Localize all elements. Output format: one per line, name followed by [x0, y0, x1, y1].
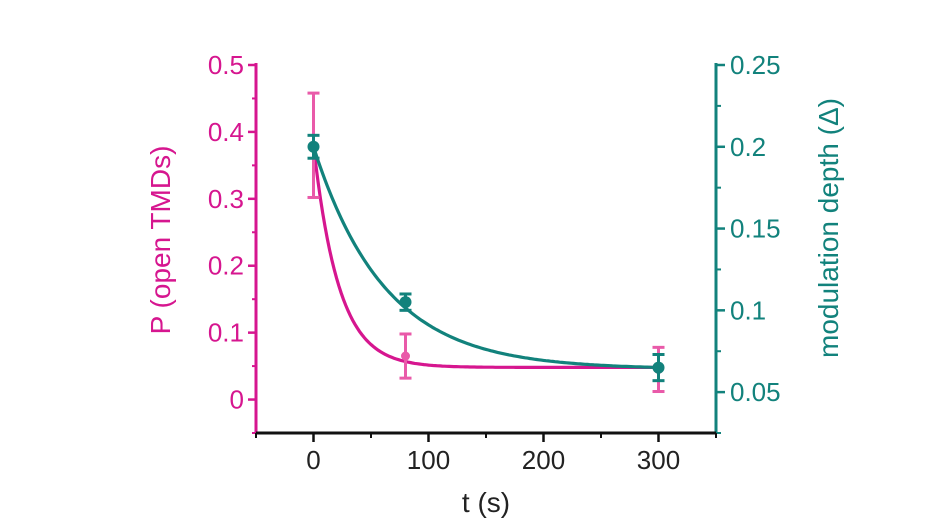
y-left-tick-label: 0.5	[208, 50, 244, 80]
y-right-tick-label: 0.15	[730, 214, 781, 244]
data-point-modulation-depth	[652, 361, 665, 374]
x-tick-label: 0	[306, 445, 320, 475]
chart-axes	[248, 63, 725, 442]
fit-curve-open-tmds	[311, 143, 661, 369]
y-right-tick-label: 0.2	[730, 132, 766, 162]
tick-labels: 0 0.1 0.2 0.3 0.4 0.5 0.05 0.1 0.15 0.2 0.25 0 100 20…	[208, 50, 781, 475]
data-markers	[307, 91, 665, 394]
y-left-tick-label: 0.1	[208, 318, 244, 348]
x-tick-label: 100	[407, 445, 450, 475]
x-axis-title: t (s)	[462, 487, 510, 518]
data-point-open-tmds	[401, 351, 410, 361]
y-left-tick-label: 0.2	[208, 251, 244, 281]
fit-curves	[311, 143, 661, 370]
y-axis-left-title: P (open TMDs)	[145, 146, 176, 335]
y-axis-right-title: modulation depth (Δ)	[813, 98, 844, 358]
y-right-tick-label: 0.25	[730, 50, 781, 80]
fit-curve-modulation-depth	[311, 145, 661, 370]
data-point-modulation-depth	[307, 140, 320, 153]
y-right-tick-label: 0.1	[730, 295, 766, 325]
x-tick-label: 300	[637, 445, 680, 475]
y-right-tick-label: 0.05	[730, 377, 781, 407]
data-point-modulation-depth	[399, 296, 412, 309]
y-left-tick-label: 0.3	[208, 184, 244, 214]
y-left-tick-label: 0	[230, 385, 244, 415]
x-tick-label: 200	[522, 445, 565, 475]
y-left-tick-label: 0.4	[208, 117, 244, 147]
